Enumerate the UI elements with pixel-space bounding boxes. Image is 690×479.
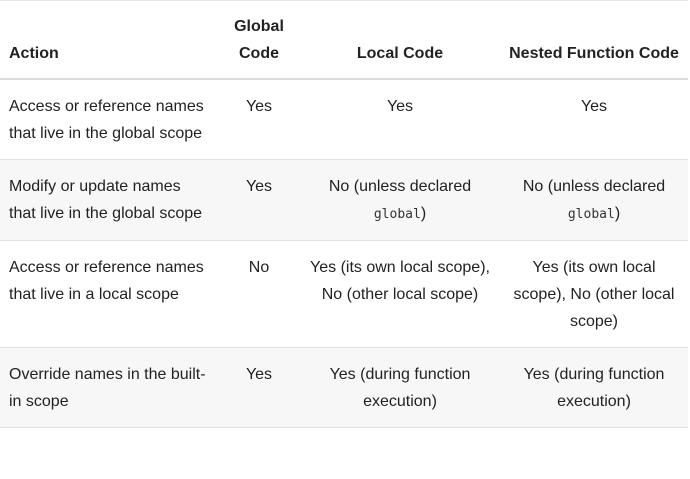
cell-nested-text: Yes (580, 98, 608, 115)
cell-action: Modify or update names that live in the … (9, 178, 203, 222)
cell-global: No (248, 259, 270, 276)
cell-nested-suffix: ) (614, 205, 621, 222)
cell-action: Access or reference names that live in t… (9, 98, 204, 142)
inline-code-global: global (567, 207, 615, 222)
table-row: Access or reference names that live in a… (0, 241, 688, 348)
cell-local: Yes (300, 79, 500, 160)
table-row: Access or reference names that live in t… (0, 79, 688, 160)
inline-code-global: global (373, 207, 421, 222)
cell-nested: Yes (during function execution) (500, 348, 688, 428)
cell-local-suffix: ) (420, 205, 427, 222)
scope-rules-table-container: Action Global Code Local Code Nested Fun… (0, 0, 688, 428)
cell-local-text: No (unless declared (328, 178, 472, 195)
table-body: Access or reference names that live in t… (0, 79, 688, 428)
header-global-code: Global Code (234, 18, 284, 62)
cell-global: Yes (245, 98, 273, 115)
cell-local: Yes (during function execution) (300, 348, 500, 428)
cell-local-text: Yes (its own local scope), No (other loc… (310, 259, 490, 303)
header-local-code: Local Code (356, 45, 444, 62)
cell-local-text: Yes (386, 98, 414, 115)
cell-nested-text: Yes (during function execution) (523, 366, 665, 410)
cell-local: No (unless declared global) (300, 160, 500, 241)
cell-local-text: Yes (during function execution) (329, 366, 471, 410)
cell-action: Access or reference names that live in a… (9, 259, 204, 303)
header-action: Action (9, 45, 59, 62)
table-row: Modify or update names that live in the … (0, 159, 688, 241)
cell-nested: Yes (its own local scope), No (other loc… (500, 241, 688, 348)
table-row: Override names in the built-in scope Yes… (0, 347, 688, 428)
header-row: Action Global Code Local Code Nested Fun… (0, 0, 688, 79)
table-header: Action Global Code Local Code Nested Fun… (0, 0, 688, 79)
cell-nested-text: Yes (its own local scope), No (other loc… (513, 259, 675, 330)
cell-global: Yes (245, 178, 273, 195)
scope-rules-table: Action Global Code Local Code Nested Fun… (0, 0, 688, 428)
header-nested-function-code: Nested Function Code (509, 45, 679, 62)
cell-nested: No (unless declared global) (500, 160, 688, 241)
cell-global: Yes (245, 366, 273, 383)
cell-nested-text: No (unless declared (522, 178, 666, 195)
cell-action: Override names in the built-in scope (9, 366, 206, 410)
cell-nested: Yes (500, 79, 688, 160)
cell-local: Yes (its own local scope), No (other loc… (300, 241, 500, 348)
